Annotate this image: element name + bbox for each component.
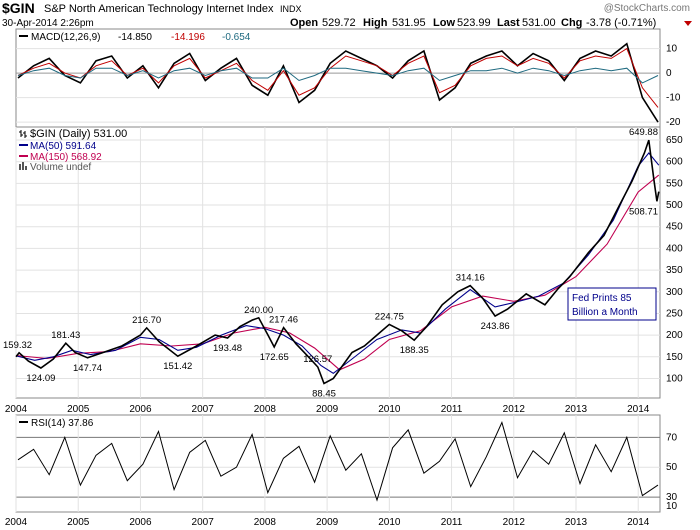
rsi-y-tick-label: 10 — [666, 501, 678, 512]
open-label: Open — [290, 17, 318, 29]
price-annotation: 217.46 — [269, 315, 298, 326]
rsi-y-tick-label: 50 — [666, 462, 678, 473]
price-annotation: 188.35 — [400, 345, 429, 356]
price-annotation: 508.71 — [629, 206, 658, 217]
price-y-tick-label: 350 — [666, 265, 683, 276]
rsi-y-tick-label: 30 — [666, 492, 678, 503]
price-y-tick-label: 450 — [666, 222, 683, 233]
price-y-tick-label: 200 — [666, 330, 683, 341]
price-x-tick-label: 2012 — [503, 404, 526, 415]
price-annotation: 224.75 — [375, 311, 404, 322]
price-annotation: 193.48 — [213, 343, 242, 354]
price-y-tick-label: 250 — [666, 308, 683, 319]
price-series-ma50 — [15, 152, 660, 374]
price-annotation: 181.43 — [51, 330, 80, 341]
rsi-x-tick-label: 2004 — [5, 517, 28, 528]
rsi-panel-frame — [15, 414, 661, 513]
rsi-legend: RSI(14) 37.86 — [31, 418, 94, 429]
price-panel-frame — [15, 126, 661, 399]
macd-panel-frame — [15, 28, 661, 128]
price-annotation: 216.70 — [132, 315, 161, 326]
open-value: 529.72 — [322, 17, 356, 29]
ma150-legend: MA(150) 568.92 — [30, 152, 102, 163]
price-series-price — [15, 139, 660, 385]
down-arrow-icon — [684, 21, 692, 26]
chg-value: -3.78 (-0.71%) — [586, 17, 656, 29]
price-annotation: 159.32 — [3, 340, 32, 351]
price-y-tick-label: 550 — [666, 178, 683, 189]
note-line-1: Fed Prints 85 — [572, 293, 632, 304]
price-x-tick-label: 2008 — [254, 404, 277, 415]
last-value: 531.00 — [522, 17, 556, 29]
price-x-tick-label: 2010 — [378, 404, 401, 415]
price-y-tick-label: 400 — [666, 243, 683, 254]
macd-legend-macd: -14.850 — [118, 32, 152, 43]
rsi-x-tick-label: 2005 — [67, 517, 90, 528]
ma50-legend: MA(50) 591.64 — [30, 141, 97, 152]
exchange-label: INDX — [280, 4, 302, 14]
macd-y-tick-label: 0 — [666, 68, 672, 79]
index-name: S&P North American Technology Internet I… — [44, 3, 274, 15]
price-annotation: 88.45 — [312, 388, 336, 399]
price-x-tick-label: 2009 — [316, 404, 339, 415]
price-y-tick-label: 650 — [666, 135, 683, 146]
high-label: High — [363, 17, 388, 29]
chg-label: Chg — [561, 17, 582, 29]
price-x-tick-label: 2006 — [129, 404, 152, 415]
price-x-tick-label: 2005 — [67, 404, 90, 415]
macd-legend-signal: -14.196 — [171, 32, 205, 43]
macd-series-histogram — [17, 67, 659, 84]
rsi-y-tick-label: 70 — [666, 432, 678, 443]
price-y-tick-label: 150 — [666, 352, 683, 363]
rsi-x-tick-label: 2013 — [565, 517, 588, 528]
price-annotation: 243.86 — [481, 321, 510, 332]
date-label: 30-Apr-2014 2:26pm — [2, 18, 94, 29]
rsi-series — [17, 421, 659, 502]
price-y-tick-label: 100 — [666, 373, 683, 384]
rsi-x-tick-label: 2007 — [192, 517, 215, 528]
price-x-tick-label: 2013 — [565, 404, 588, 415]
rsi-x-tick-label: 2012 — [503, 517, 526, 528]
price-x-tick-label: 2011 — [441, 404, 463, 415]
rsi-x-tick-label: 2014 — [627, 517, 650, 528]
price-annotation: 649.88 — [629, 127, 658, 138]
rsi-x-tick-label: 2009 — [316, 517, 339, 528]
macd-legend-hist: -0.654 — [222, 32, 251, 43]
price-annotation: 124.09 — [26, 373, 55, 384]
high-value: 531.95 — [392, 17, 426, 29]
symbol-title: $GIN — [2, 0, 35, 16]
macd-y-tick-label: -10 — [666, 93, 681, 104]
price-annotation: 240.00 — [244, 305, 273, 316]
note-box — [567, 287, 657, 321]
watermark: @StockCharts.com — [604, 3, 690, 14]
last-label: Last — [497, 17, 520, 29]
rsi-x-tick-label: 2010 — [378, 517, 401, 528]
price-y-tick-label: 600 — [666, 157, 683, 168]
macd-legend-label: MACD(12,26,9) — [31, 32, 100, 43]
price-annotation: 147.74 — [73, 363, 102, 374]
macd-y-tick-label: -20 — [666, 117, 681, 128]
price-x-tick-label: 2014 — [627, 404, 650, 415]
rsi-x-tick-label: 2008 — [254, 517, 277, 528]
note-line-2: Billion a Month — [572, 307, 638, 318]
bar-icon — [19, 130, 27, 138]
macd-series-signal — [17, 47, 659, 108]
rsi-x-tick-label: 2011 — [441, 517, 463, 528]
price-annotation: 126.57 — [303, 354, 332, 365]
low-label: Low — [433, 17, 455, 29]
price-annotation: 151.42 — [163, 361, 192, 372]
price-title: $GIN (Daily) 531.00 — [30, 128, 127, 140]
price-annotation: 314.16 — [456, 273, 485, 284]
macd-y-tick-label: 10 — [666, 44, 678, 55]
price-y-tick-label: 300 — [666, 287, 683, 298]
price-x-tick-label: 2007 — [192, 404, 215, 415]
volume-legend: Volume undef — [30, 162, 91, 173]
price-annotation: 172.65 — [260, 352, 289, 363]
price-y-tick-label: 500 — [666, 200, 683, 211]
rsi-x-tick-label: 2006 — [129, 517, 152, 528]
volume-icon — [19, 162, 27, 170]
price-x-tick-label: 2004 — [5, 404, 28, 415]
low-value: 523.99 — [457, 17, 491, 29]
